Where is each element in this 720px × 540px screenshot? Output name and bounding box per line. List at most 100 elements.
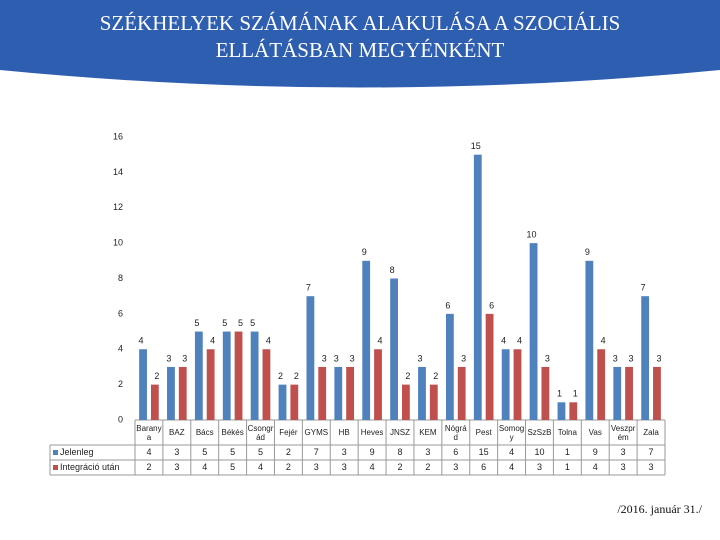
data-label: 4	[378, 336, 383, 346]
x-tick-label: Fejér	[279, 428, 298, 437]
table-value: 3	[314, 462, 319, 472]
table-value: 1	[565, 447, 570, 457]
data-label: 5	[222, 318, 227, 328]
table-value: 3	[342, 462, 347, 472]
chart-title: SZÉKHELYEK SZÁMÁNAK ALAKULÁSA A SZOCIÁLI…	[99, 11, 621, 62]
data-label: 7	[641, 283, 646, 293]
y-tick-label: 12	[113, 202, 123, 212]
x-tick-label: BAZ	[169, 428, 185, 437]
bar	[278, 384, 287, 420]
x-tick-label: Bács	[195, 428, 214, 437]
bar	[222, 331, 231, 420]
legend-key	[53, 465, 58, 470]
data-label: 4	[501, 336, 506, 346]
table-value: 7	[314, 447, 319, 457]
bar	[569, 402, 578, 420]
data-label: 9	[585, 247, 590, 257]
bar	[418, 366, 426, 420]
table-value: 4	[593, 462, 598, 472]
y-tick-label: 6	[118, 308, 123, 318]
table-value: 4	[258, 462, 263, 472]
bar	[597, 349, 606, 420]
bar	[513, 349, 522, 420]
x-tick-label: SzSzB	[527, 428, 552, 437]
bar	[306, 296, 315, 420]
data-label: 4	[266, 336, 271, 346]
data-label: 5	[238, 318, 243, 328]
bar	[585, 260, 594, 420]
bar	[150, 384, 159, 420]
legend-key	[53, 450, 58, 455]
x-tick-label: Heves	[360, 428, 384, 437]
data-label: 2	[294, 371, 299, 381]
bar	[613, 366, 622, 420]
legend-label: Jelenleg	[60, 447, 94, 457]
bar	[167, 366, 175, 420]
table-value: 3	[174, 462, 179, 472]
bar	[290, 384, 299, 420]
data-label: 5	[194, 318, 199, 328]
table-value: 6	[481, 462, 486, 472]
bar	[653, 366, 661, 420]
x-tick-label: Pest	[475, 428, 492, 437]
bar	[194, 331, 203, 420]
table-value: 3	[537, 462, 542, 472]
x-tick-label: KEM	[419, 428, 437, 437]
table-value: 9	[593, 447, 598, 457]
data-label: 3	[417, 353, 422, 363]
data-label: 6	[445, 300, 450, 310]
table-value: 8	[397, 447, 402, 457]
data-label: 2	[405, 371, 410, 381]
data-label: 2	[278, 371, 283, 381]
data-label: 1	[557, 389, 562, 399]
x-tick-label: GYMS	[304, 428, 329, 437]
bar	[374, 349, 382, 420]
bar	[206, 349, 215, 420]
table-value: 2	[397, 462, 402, 472]
bar	[501, 349, 510, 420]
bar	[318, 366, 327, 420]
x-tick-label: Nógrád	[444, 423, 467, 442]
y-tick-label: 10	[113, 238, 123, 248]
table-value: 4	[146, 447, 151, 457]
y-tick-label: 4	[118, 344, 123, 354]
title-banner	[0, 0, 720, 88]
x-tick-label: Baranya	[136, 423, 162, 442]
data-label: 3	[613, 353, 618, 363]
legend-label: Integráció után	[60, 462, 120, 472]
table-value: 4	[370, 462, 375, 472]
table-value: 5	[258, 447, 263, 457]
bar	[402, 384, 410, 420]
table-value: 3	[621, 447, 626, 457]
data-label: 4	[210, 336, 215, 346]
table-value: 6	[453, 447, 458, 457]
bar	[641, 296, 650, 420]
table-value: 3	[342, 447, 347, 457]
bar	[178, 366, 187, 420]
bar	[362, 260, 371, 420]
table-value: 2	[425, 462, 430, 472]
x-tick-label: Veszprém	[610, 423, 636, 442]
bar	[429, 384, 438, 420]
data-label: 15	[471, 141, 481, 151]
table-value: 3	[453, 462, 458, 472]
table-value: 4	[202, 462, 207, 472]
y-tick-label: 0	[118, 414, 123, 424]
bar	[485, 313, 494, 420]
table-value: 3	[621, 462, 626, 472]
y-tick-label: 8	[118, 273, 123, 283]
bar	[346, 366, 355, 420]
x-tick-label: Békés	[221, 428, 244, 437]
x-tick-label: Vas	[588, 428, 602, 437]
table-value: 2	[286, 462, 291, 472]
table-value: 2	[146, 462, 151, 472]
bar	[625, 366, 633, 420]
data-label: 4	[517, 336, 522, 346]
bar	[234, 331, 243, 420]
table-value: 9	[370, 447, 375, 457]
table-value: 15	[479, 447, 489, 457]
data-label: 3	[656, 353, 661, 363]
data-label: 1	[573, 389, 578, 399]
bar	[334, 366, 343, 420]
